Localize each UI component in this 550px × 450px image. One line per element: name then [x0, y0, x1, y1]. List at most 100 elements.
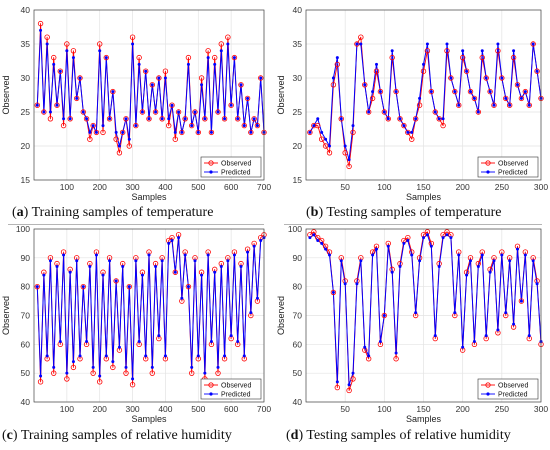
data-point-predicted	[213, 270, 217, 274]
legend-marker-observed	[208, 160, 214, 166]
data-point-predicted	[209, 339, 213, 343]
data-point-predicted	[216, 365, 220, 369]
data-point-observed	[80, 283, 86, 290]
data-point-predicted	[180, 130, 184, 134]
data-point-predicted	[229, 334, 233, 338]
data-point-predicted	[371, 90, 375, 94]
data-point-predicted	[255, 124, 259, 128]
data-point-predicted	[108, 259, 112, 263]
x-axis-label: Samples	[406, 414, 442, 424]
data-point-observed	[369, 95, 376, 102]
data-point-predicted	[437, 264, 441, 268]
axes-frame	[305, 9, 542, 181]
data-point-predicted	[111, 90, 115, 94]
data-point-observed	[522, 88, 529, 95]
y-tick-label: 20	[293, 141, 303, 151]
series-line-predicted	[309, 43, 542, 161]
x-tick-label: 150	[416, 404, 430, 414]
data-point-observed	[97, 41, 103, 47]
data-point-observed	[534, 68, 540, 74]
x-tick-label: 100	[60, 404, 74, 414]
data-point-observed	[530, 41, 536, 47]
data-point-predicted	[177, 110, 181, 114]
data-point-predicted	[160, 259, 164, 263]
data-point-observed	[452, 88, 458, 95]
data-point-observed	[231, 54, 238, 61]
x-axis-label: Samples	[131, 414, 167, 424]
data-point-predicted	[177, 236, 181, 240]
data-point-predicted	[140, 273, 144, 277]
data-point-predicted	[480, 253, 484, 257]
y-tick-label: 70	[21, 311, 31, 321]
y-tick-label: 90	[21, 253, 31, 263]
data-point-observed	[120, 129, 126, 136]
data-point-predicted	[394, 351, 398, 355]
y-tick-label: 20	[21, 141, 31, 151]
data-point-observed	[475, 109, 482, 115]
data-point-observed	[506, 102, 513, 108]
data-point-predicted	[52, 62, 56, 66]
data-point-predicted	[425, 233, 429, 237]
data-point-predicted	[81, 110, 85, 114]
data-point-predicted	[39, 374, 43, 378]
data-point-predicted	[111, 360, 115, 364]
data-point-predicted	[219, 264, 223, 268]
data-point-observed	[126, 283, 132, 290]
legend-marker-observed	[485, 160, 491, 166]
x-tick-label: 700	[257, 182, 271, 192]
data-point-predicted	[226, 42, 230, 46]
data-point-predicted	[190, 124, 194, 128]
data-point-predicted	[367, 354, 371, 358]
data-point-predicted	[94, 253, 98, 257]
data-point-predicted	[449, 236, 453, 240]
y-tick-label: 15	[21, 175, 31, 185]
data-point-predicted	[504, 96, 508, 100]
data-point-predicted	[390, 49, 394, 53]
data-point-predicted	[441, 117, 445, 121]
data-point-observed	[471, 95, 478, 102]
data-point-predicted	[355, 42, 359, 46]
data-point-predicted	[457, 253, 461, 257]
data-point-predicted	[68, 270, 72, 274]
y-axis-label: Observed	[276, 296, 286, 335]
data-point-observed	[479, 54, 485, 61]
data-point-observed	[74, 95, 80, 102]
x-tick-label: 150	[416, 182, 430, 192]
data-point-predicted	[516, 247, 519, 251]
data-point-observed	[467, 88, 474, 95]
data-point-predicted	[398, 264, 402, 268]
data-point-observed	[143, 68, 149, 74]
x-tick-label: 250	[495, 404, 509, 414]
data-point-predicted	[469, 259, 472, 263]
data-point-observed	[389, 54, 395, 61]
data-point-predicted	[472, 339, 476, 343]
data-point-predicted	[343, 144, 347, 148]
chart-panel-a: 15 20 25 30 35 40 100 200 300 400 500 600 700 Samples…	[0, 0, 275, 202]
data-point-predicted	[65, 371, 69, 375]
data-point-observed	[64, 376, 70, 382]
data-point-observed	[106, 116, 113, 122]
data-point-observed	[350, 129, 356, 136]
data-point-predicted	[127, 137, 131, 141]
data-point-predicted	[359, 259, 363, 263]
data-point-predicted	[249, 130, 253, 134]
data-point-observed	[44, 34, 50, 40]
data-point-predicted	[137, 339, 141, 343]
data-point-observed	[77, 75, 83, 81]
data-point-predicted	[527, 103, 531, 107]
data-point-predicted	[390, 270, 394, 274]
y-tick-label: 25	[21, 107, 31, 117]
data-point-predicted	[85, 117, 89, 121]
legend-entry-predicted: Predicted	[498, 170, 528, 177]
data-point-predicted	[259, 76, 263, 80]
data-point-predicted	[255, 296, 259, 300]
data-point-observed	[202, 116, 208, 122]
data-point-observed	[129, 34, 136, 40]
data-point-predicted	[48, 259, 52, 263]
x-tick-label: 600	[224, 404, 238, 414]
x-tick-label: 500	[191, 404, 205, 414]
data-point-predicted	[414, 117, 418, 121]
data-point-predicted	[134, 124, 138, 128]
data-point-observed	[93, 129, 100, 136]
data-point-observed	[129, 381, 136, 388]
